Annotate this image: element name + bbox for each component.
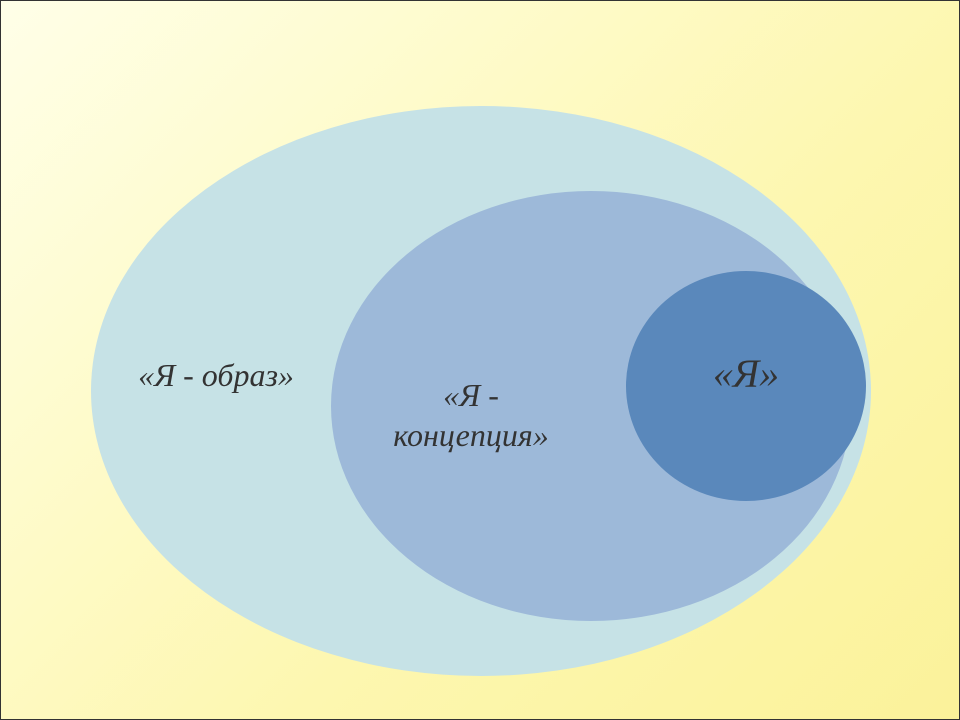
slide: «Я - образ» «Я - концепция» «Я»: [0, 0, 960, 720]
label-middle: «Я - концепция»: [321, 375, 621, 455]
label-inner: «Я»: [596, 349, 896, 399]
